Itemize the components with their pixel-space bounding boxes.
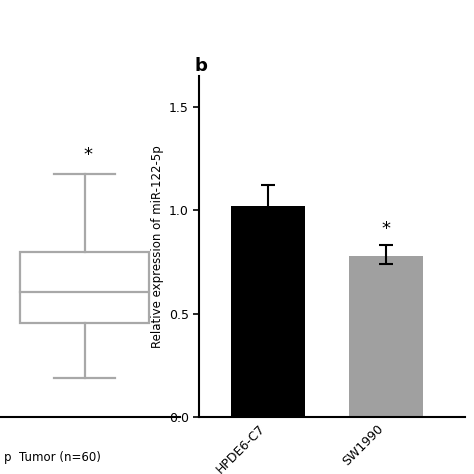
Bar xyxy=(348,256,423,417)
Text: *: * xyxy=(382,220,391,238)
Y-axis label: Relative expression of miR-122-5p: Relative expression of miR-122-5p xyxy=(152,145,164,348)
Text: p  Tumor (n=60): p Tumor (n=60) xyxy=(4,451,100,464)
Text: *: * xyxy=(83,146,92,164)
Bar xyxy=(20,252,149,323)
Text: b: b xyxy=(194,57,207,75)
Bar xyxy=(230,206,305,417)
